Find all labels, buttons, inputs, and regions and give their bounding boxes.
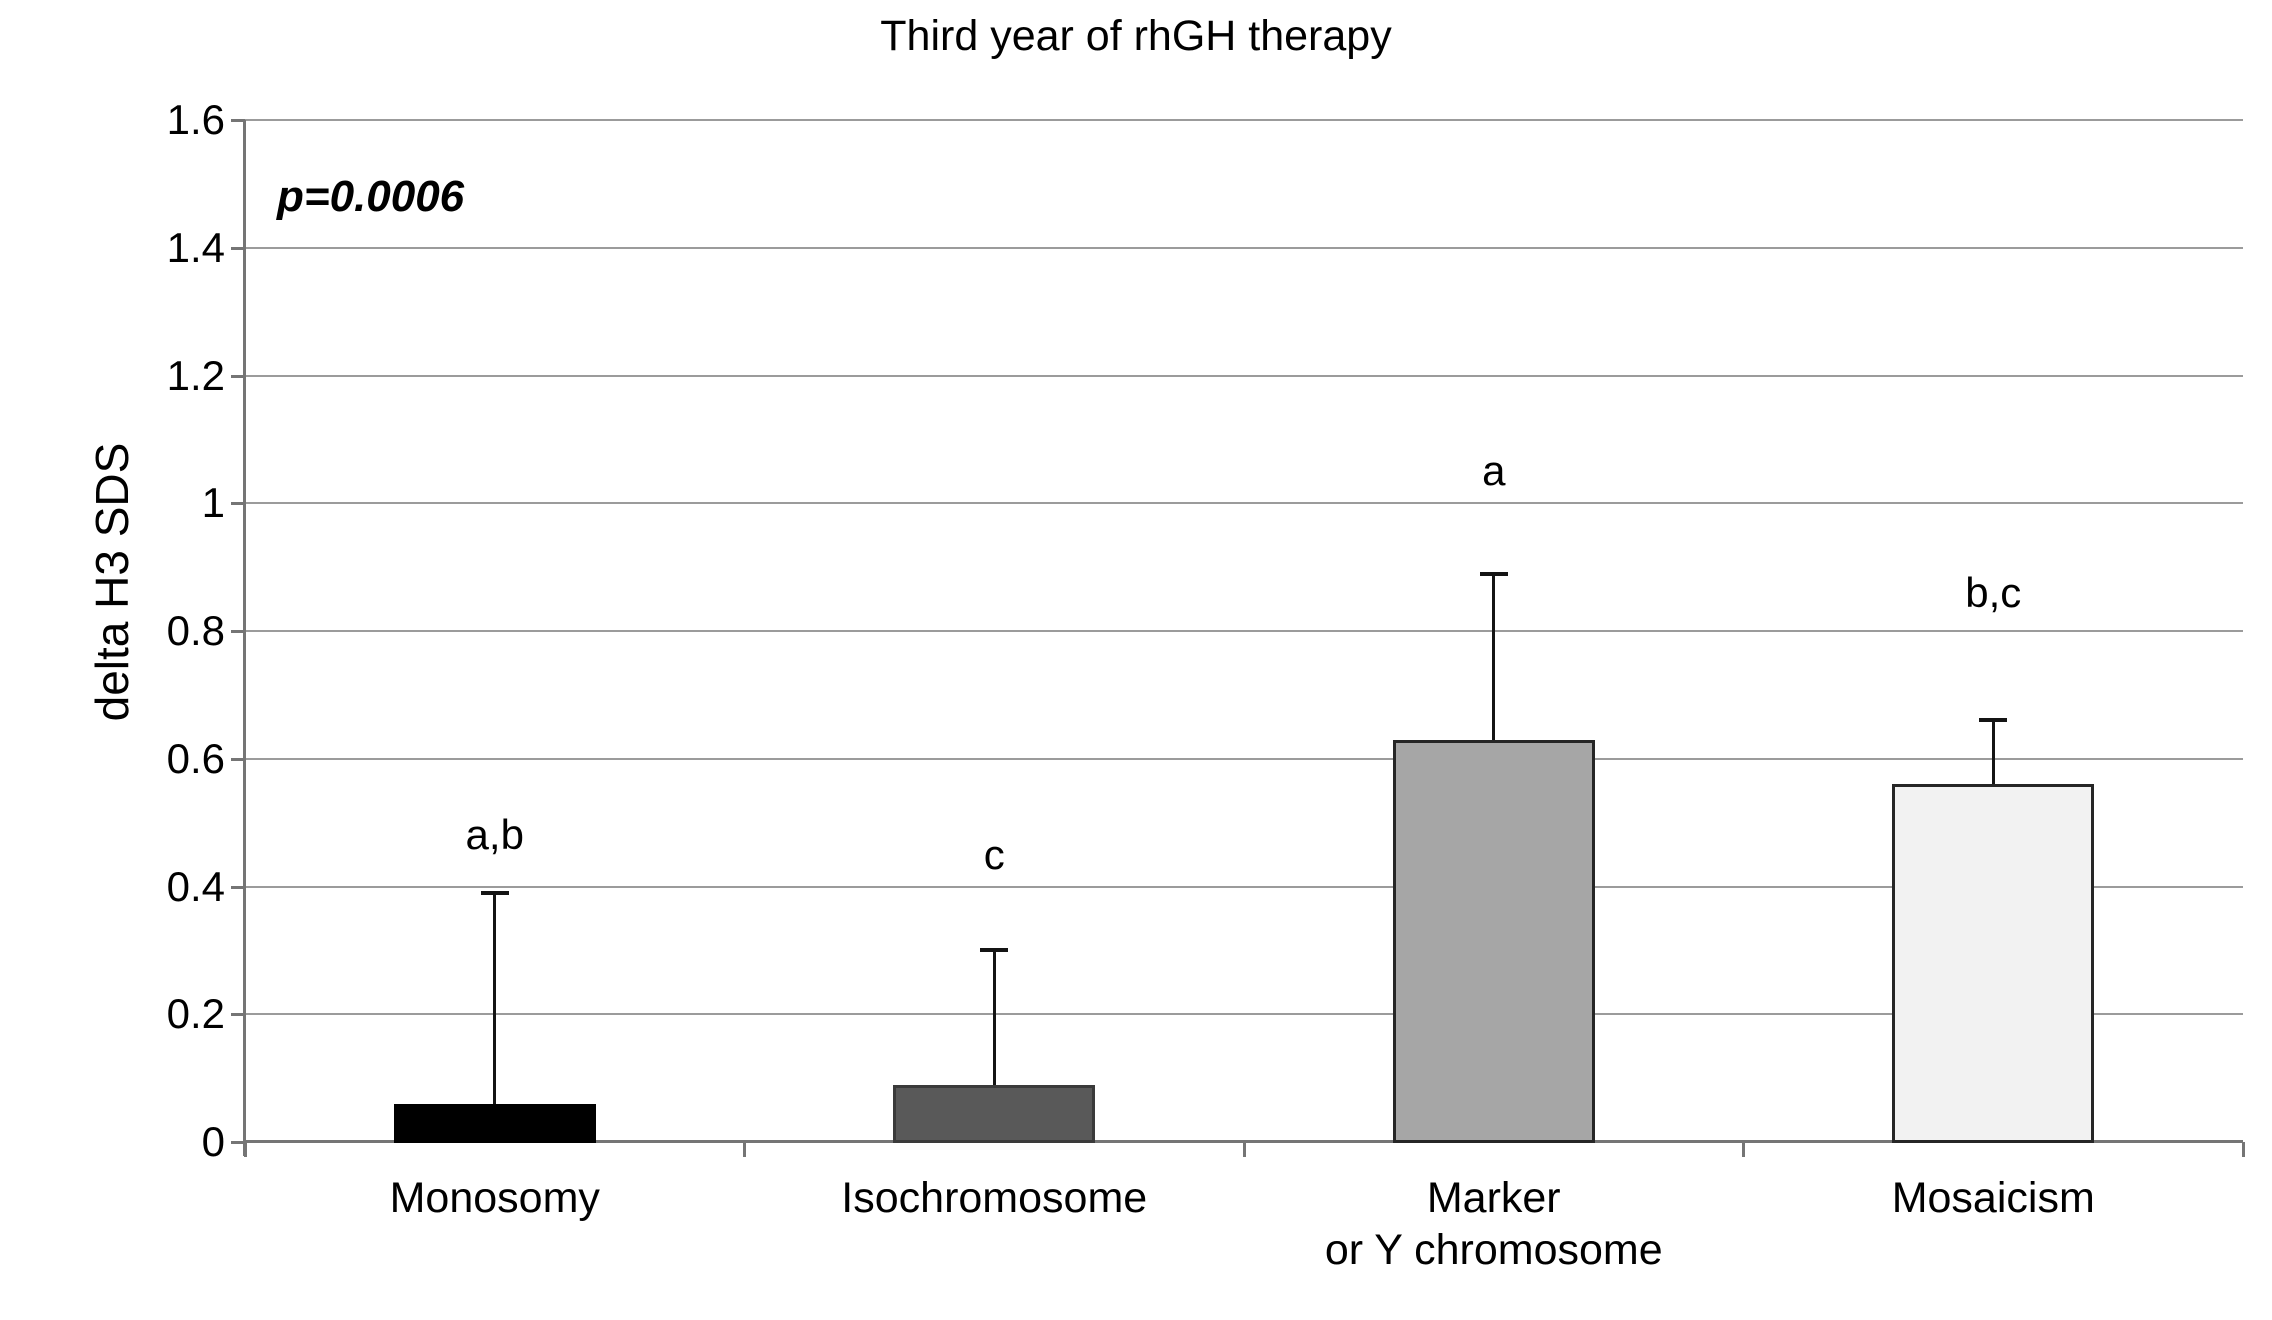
y-tick-mark-0.4 xyxy=(231,885,245,889)
chart-title: Third year of rhGH therapy xyxy=(880,12,1392,60)
y-tick-label: 0.6 xyxy=(166,734,225,782)
gridline-0.6 xyxy=(245,757,2243,760)
gridline-1.2 xyxy=(245,374,2243,377)
significance-label: a,b xyxy=(465,811,524,859)
gridline-1 xyxy=(245,502,2243,505)
significance-label: b,c xyxy=(1965,568,2022,616)
error-bar-line xyxy=(992,950,996,1085)
y-tick-label: 1 xyxy=(201,479,225,527)
y-tick-mark-1.2 xyxy=(231,374,245,378)
gridline-0.8 xyxy=(245,630,2243,632)
y-tick-mark-1.4 xyxy=(231,246,245,250)
p-value-annotation: p=0.0006 xyxy=(277,172,465,221)
x-tick-mark-0 xyxy=(243,1142,247,1157)
y-tick-mark-0 xyxy=(231,1141,245,1144)
x-tick-mark-4 xyxy=(2241,1142,2245,1157)
y-tick-label: 0.8 xyxy=(166,607,225,654)
significance-label: c xyxy=(983,830,1005,878)
y-axis-line xyxy=(243,120,246,1156)
y-tick-label: 0 xyxy=(201,1118,225,1165)
bar-isochromosome xyxy=(893,1084,1096,1143)
y-tick-label: 1.2 xyxy=(166,351,225,399)
category-label: Isochromosome xyxy=(841,1174,1148,1222)
gridline-1.6 xyxy=(245,119,2243,121)
gridline-1.4 xyxy=(245,246,2243,249)
x-axis-line xyxy=(245,1140,2243,1143)
significance-label: a xyxy=(1482,447,1506,495)
x-tick-mark-3 xyxy=(1742,1142,1745,1157)
error-bar-cap xyxy=(480,890,509,895)
error-bar-line xyxy=(1991,720,1995,785)
x-tick-mark-1 xyxy=(743,1142,746,1157)
category-label: Marker or Y chromosome xyxy=(1324,1174,1663,1274)
x-tick-mark-2 xyxy=(1242,1142,1246,1157)
y-tick-label: 0.2 xyxy=(166,990,225,1038)
y-tick-mark-0.8 xyxy=(231,630,245,633)
y-tick-mark-1.6 xyxy=(231,119,245,122)
y-tick-mark-0.2 xyxy=(231,1013,245,1017)
y-tick-mark-1 xyxy=(231,502,245,506)
bar-mosaicism xyxy=(1892,784,2095,1143)
y-tick-label: 1.4 xyxy=(166,223,225,271)
error-bar-cap xyxy=(980,948,1009,953)
error-bar-cap xyxy=(1479,571,1508,576)
y-tick-label: 0.4 xyxy=(166,862,225,910)
error-bar-line xyxy=(493,892,497,1104)
error-bar-cap xyxy=(1979,718,2008,723)
gridline-0.2 xyxy=(245,1013,2243,1016)
category-label: Mosaicism xyxy=(1891,1174,2095,1222)
error-bar-line xyxy=(1492,573,1496,740)
category-label: Monosomy xyxy=(389,1174,600,1222)
bar-marker xyxy=(1392,739,1595,1143)
y-tick-label: 1.6 xyxy=(166,96,225,143)
gridline-0.4 xyxy=(245,885,2243,888)
y-tick-mark-0.6 xyxy=(231,757,245,761)
bar-monosomy xyxy=(393,1103,596,1143)
